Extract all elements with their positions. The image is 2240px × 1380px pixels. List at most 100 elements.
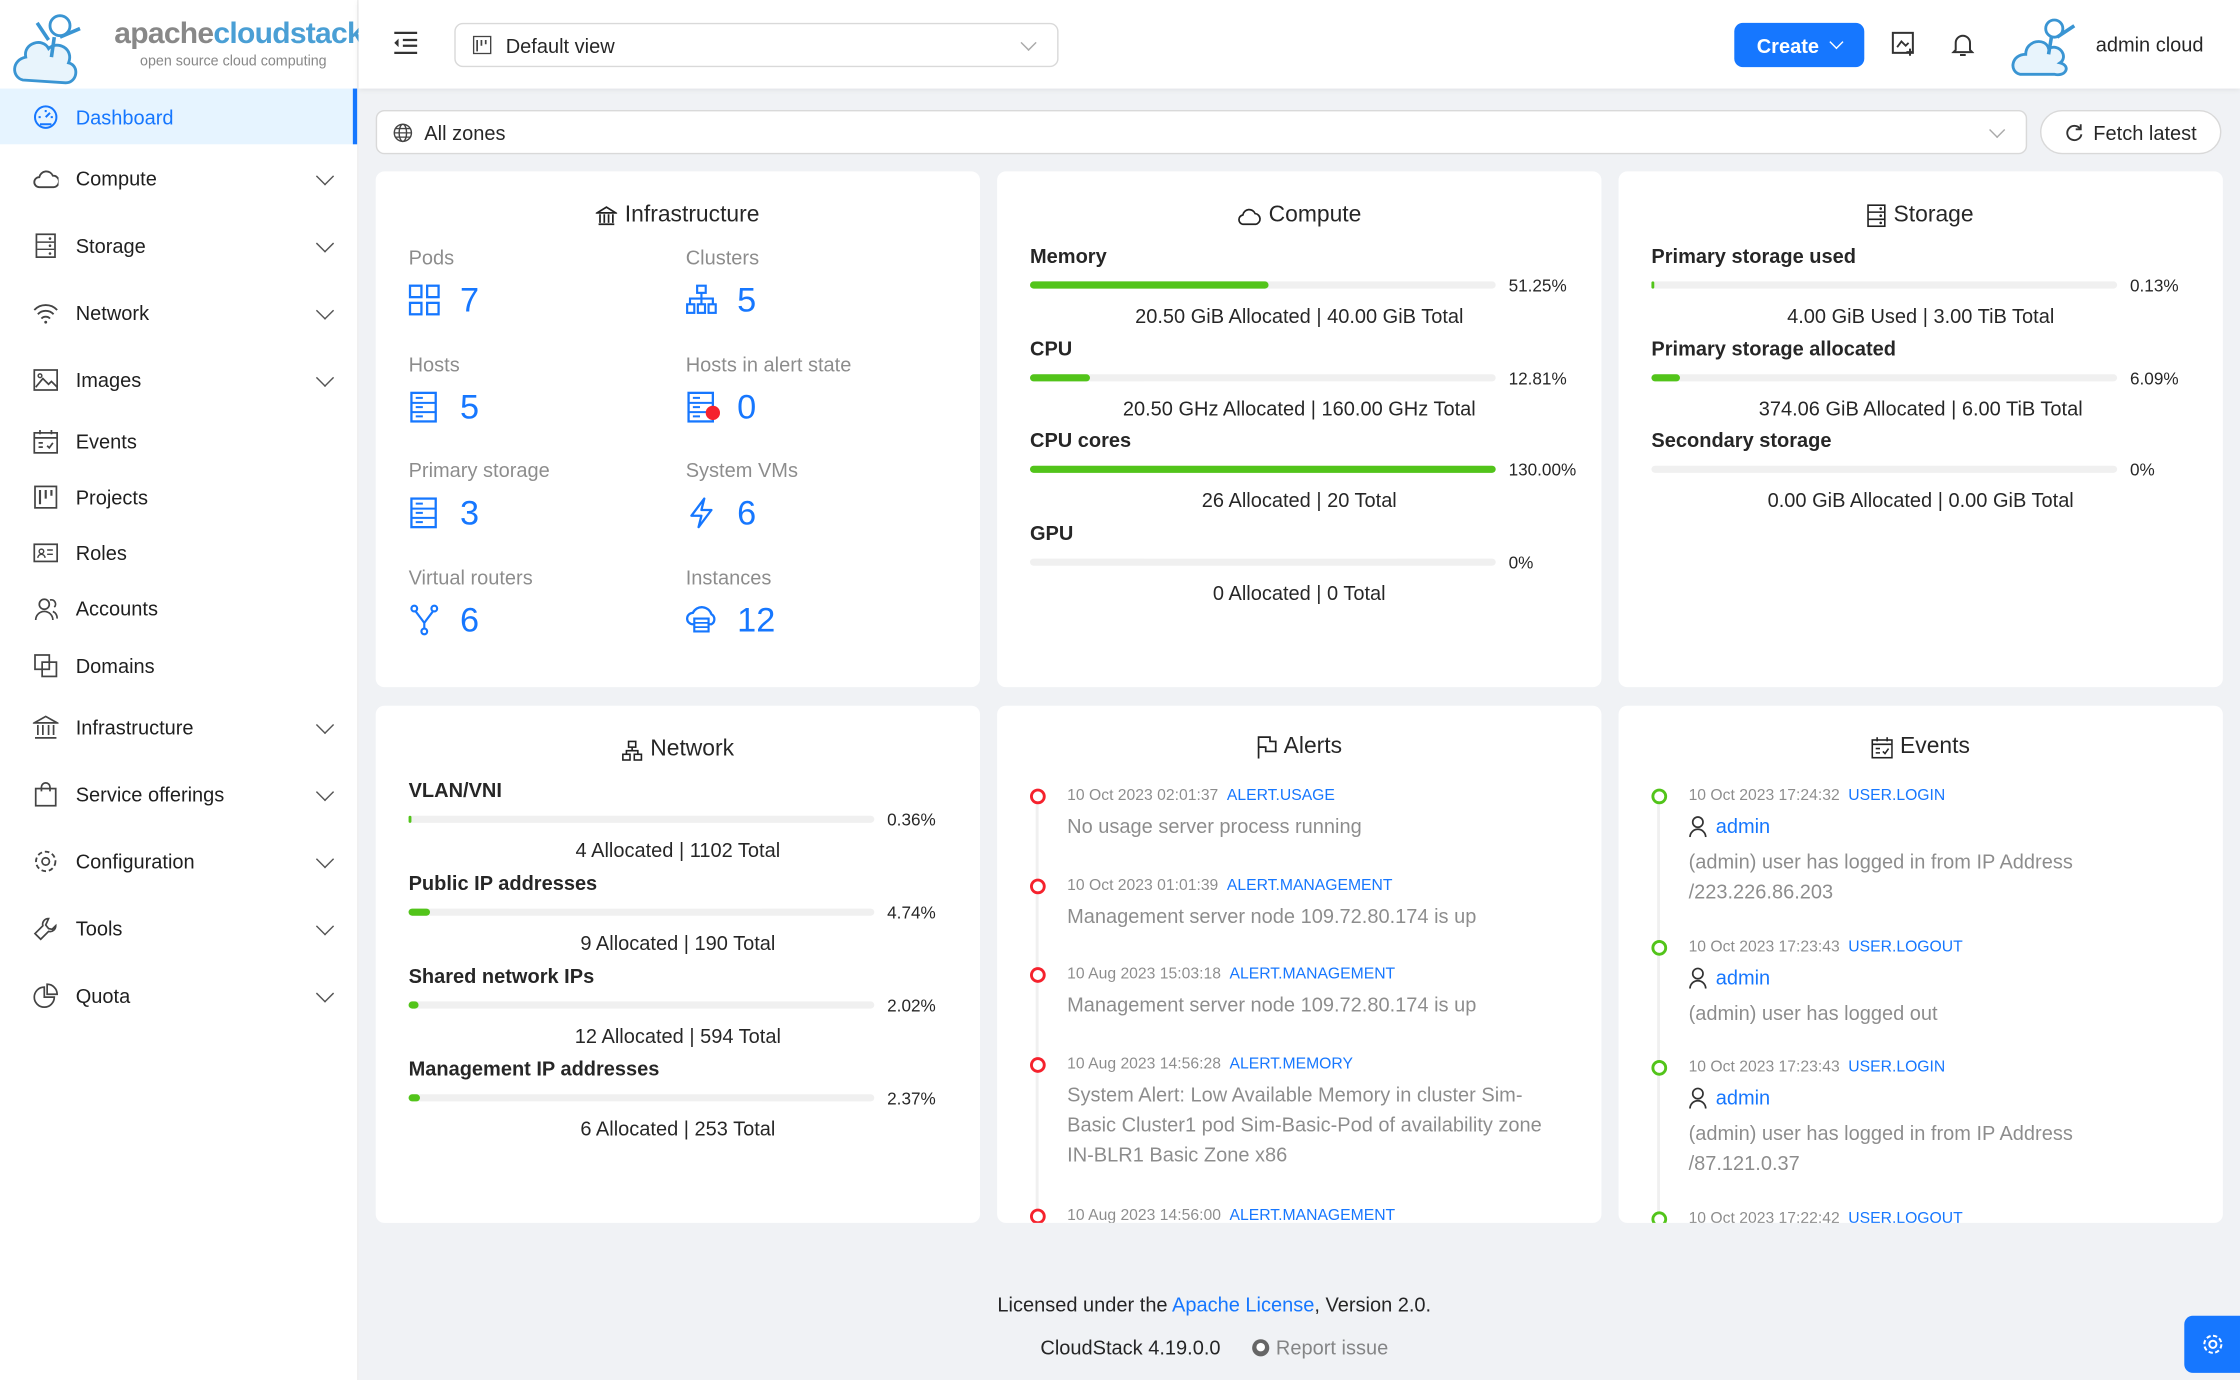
infra-stat-virtual-routers[interactable]: Virtual routers 6 — [409, 565, 533, 641]
infra-stat-instances[interactable]: Instances 12 — [686, 565, 776, 641]
sidebar-item-images[interactable]: Images — [0, 351, 357, 408]
stat-value-row: 7 — [408, 281, 480, 321]
progress-fill — [408, 1001, 418, 1009]
network-card: Network VLAN/VNI 0.36% 4 Allocated | 1102 … — [375, 705, 980, 1223]
infra-stat-hosts-alert[interactable]: Hosts in alert state 0 — [686, 352, 852, 428]
item-user[interactable]: admin — [1689, 1083, 2182, 1113]
item-type[interactable]: ALERT.MANAGEMENT — [1229, 965, 1396, 983]
menu-fold-icon[interactable] — [393, 31, 419, 54]
sidebar-item-dashboard[interactable]: Dashboard — [0, 88, 358, 145]
sidebar-item-service-offerings[interactable]: Service offerings — [0, 766, 357, 823]
stat-value[interactable]: 5 — [459, 387, 480, 427]
item-type[interactable]: USER.LOGIN — [1848, 1058, 1946, 1076]
fetch-latest-button[interactable]: Fetch latest — [2039, 109, 2222, 155]
sidebar-item-compute[interactable]: Compute — [0, 150, 357, 207]
sidebar-item-events[interactable]: Events — [0, 413, 357, 470]
item-type[interactable]: ALERT.MANAGEMENT — [1229, 1207, 1396, 1223]
settings-drawer-button[interactable] — [2184, 1315, 2240, 1373]
user-name[interactable]: admin — [1715, 1085, 1771, 1109]
sidebar-item-label: Events — [75, 429, 137, 453]
metric-label: Primary storage allocated — [1651, 336, 1896, 360]
stat-value-row: 6 — [686, 494, 798, 534]
events-card-title: Events — [1619, 734, 2223, 760]
item-type[interactable]: USER.LOGOUT — [1848, 938, 1963, 956]
progress-percent: 6.09% — [2129, 367, 2179, 388]
progress-fill — [408, 815, 412, 823]
progress-bar — [408, 1001, 875, 1009]
sidebar-item-accounts[interactable]: Accounts — [0, 580, 357, 637]
events-card: Events 10 Oct 2023 17:24:32 USER.LOGIN adm… — [1618, 705, 2223, 1223]
progress-fill — [1651, 281, 1655, 289]
stat-value[interactable]: 3 — [459, 494, 480, 533]
sidebar-item-infrastructure[interactable]: Infrastructure — [0, 699, 357, 756]
sidebar-item-quota[interactable]: Quota — [0, 967, 357, 1024]
timeline-line — [1657, 791, 1660, 1223]
timeline-dot-icon — [1029, 878, 1046, 895]
chevron-down-icon — [315, 916, 335, 935]
item-user[interactable]: admin — [1689, 963, 2182, 993]
top-header: Default view Create admin cloud — [358, 0, 2240, 89]
sidebar-item-label: Compute — [75, 167, 157, 190]
user-icon — [1689, 1087, 1708, 1109]
infra-stat-clusters[interactable]: Clusters 5 — [686, 246, 759, 322]
infra-stat-primary-storage[interactable]: Primary storage 3 — [409, 459, 550, 535]
project-switch-icon[interactable] — [1891, 31, 1917, 57]
user-name[interactable]: admin — [1715, 814, 1771, 838]
stat-value[interactable]: 6 — [737, 494, 757, 533]
sidebar-item-label: Configuration — [75, 849, 195, 873]
apache-license-link[interactable]: Apache License — [1172, 1292, 1315, 1316]
logo[interactable]: apachecloudstack open source cloud compu… — [11, 6, 364, 86]
sidebar-item-tools[interactable]: Tools — [0, 900, 357, 957]
stat-value[interactable]: 12 — [737, 600, 776, 640]
schedule-icon — [1871, 736, 1893, 758]
stat-value-row: 5 — [686, 281, 759, 321]
item-type[interactable]: ALERT.MEMORY — [1229, 1055, 1353, 1073]
progress-percent: 0.13% — [2129, 275, 2179, 296]
sidebar-item-roles[interactable]: Roles — [0, 524, 357, 581]
user-name[interactable]: admin cloud — [2095, 32, 2204, 56]
dashboard-view-select[interactable]: Default view — [454, 22, 1059, 68]
infrastructure-card: Infrastructure Pods 7 Clusters 5 Hosts 5 Hosts… — [375, 171, 980, 688]
stat-value[interactable]: 0 — [737, 387, 757, 427]
timeline-dot-icon — [1029, 967, 1046, 983]
item-time: 10 Oct 2023 17:23:43 — [1688, 938, 1840, 956]
progress-fill — [408, 1094, 420, 1102]
sidebar-item-configuration[interactable]: Configuration — [0, 833, 357, 890]
flag-icon — [1256, 736, 1276, 759]
stat-label: Hosts — [408, 352, 460, 375]
sidebar-item-domains[interactable]: Domains — [0, 637, 357, 694]
idcard-icon — [33, 540, 59, 566]
infra-stat-hosts[interactable]: Hosts 5 — [409, 352, 480, 428]
stat-value[interactable]: 6 — [459, 600, 480, 640]
chevron-down-icon — [315, 983, 335, 1002]
metric-label: Primary storage used — [1651, 244, 1856, 268]
metric-detail: 20.50 GHz Allocated | 160.00 GHz Total — [1122, 396, 1476, 420]
sidebar-item-projects[interactable]: Projects — [0, 469, 357, 526]
item-type[interactable]: USER.LOGOUT — [1848, 1209, 1963, 1223]
create-button[interactable]: Create — [1734, 22, 1865, 68]
report-issue-link[interactable]: Report issue — [1252, 1336, 1388, 1359]
sidebar-item-network[interactable]: Network — [0, 284, 357, 341]
stat-value[interactable]: 5 — [737, 281, 757, 320]
item-type[interactable]: USER.LOGIN — [1848, 787, 1946, 805]
progress-bar — [408, 908, 875, 916]
item-user[interactable]: admin — [1689, 811, 2182, 841]
alerts-card-title: Alerts — [997, 734, 1601, 760]
progress-bar — [1029, 557, 1496, 565]
fork-icon — [409, 603, 443, 638]
bell-icon[interactable] — [1951, 31, 1975, 57]
infra-stat-pods[interactable]: Pods 7 — [409, 246, 480, 322]
cloud-icon — [33, 166, 59, 192]
zone-select[interactable]: All zones — [375, 109, 2028, 155]
progress-percent: 130.00% — [1508, 459, 1577, 480]
item-type[interactable]: ALERT.MANAGEMENT — [1226, 877, 1393, 895]
sidebar-item-storage[interactable]: Storage — [0, 217, 357, 274]
user-avatar[interactable] — [2011, 14, 2085, 77]
item-type[interactable]: ALERT.USAGE — [1226, 787, 1335, 805]
stat-value[interactable]: 7 — [459, 281, 480, 320]
item-header: 10 Oct 2023 17:23:43 USER.LOGOUT — [1689, 934, 2182, 957]
infra-stat-system-vms[interactable]: System VMs 6 — [686, 459, 798, 535]
user-name[interactable]: admin — [1715, 965, 1771, 989]
github-icon — [1252, 1339, 1271, 1358]
title-text: Events — [1900, 734, 1970, 759]
